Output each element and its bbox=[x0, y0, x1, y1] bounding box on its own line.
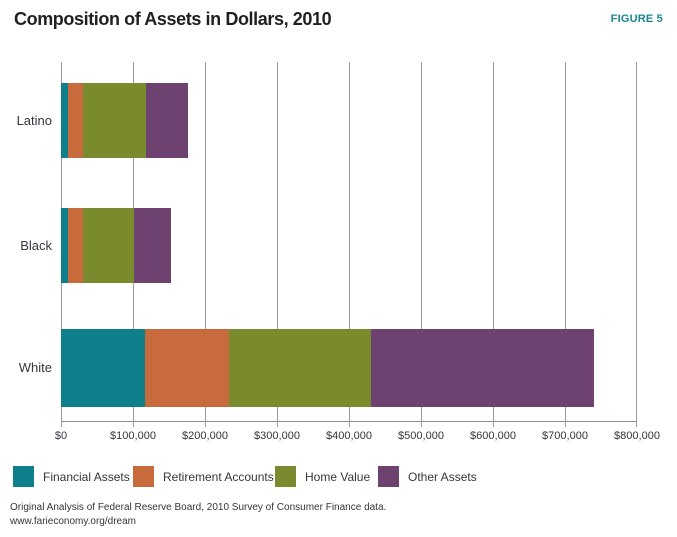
bar-segment-white-other-assets bbox=[371, 329, 594, 407]
source-text: Original Analysis of Federal Reserve Boa… bbox=[10, 502, 387, 513]
legend-label: Financial Assets bbox=[43, 469, 130, 484]
gridline bbox=[205, 62, 206, 427]
gridline bbox=[349, 62, 350, 427]
legend-item-other-assets: Other Assets bbox=[378, 466, 477, 487]
legend-item-home-value: Home Value bbox=[275, 466, 370, 487]
bar-segment-latino-other-assets bbox=[145, 83, 189, 158]
legend-swatch bbox=[133, 466, 154, 487]
bar-segment-white-retirement-accounts bbox=[145, 329, 230, 407]
x-tick-label: $800,000 bbox=[614, 430, 660, 442]
x-tick-label: $500,000 bbox=[398, 430, 444, 442]
bar-latino bbox=[61, 83, 637, 158]
bar-segment-latino-retirement-accounts bbox=[68, 83, 84, 158]
legend-item-retirement-accounts: Retirement Accounts bbox=[133, 466, 274, 487]
legend-swatch bbox=[13, 466, 34, 487]
gridline bbox=[493, 62, 494, 427]
source-note: Original Analysis of Federal Reserve Boa… bbox=[10, 501, 386, 529]
legend-swatch bbox=[275, 466, 296, 487]
x-tick-label: $300,000 bbox=[254, 430, 300, 442]
gridline bbox=[421, 62, 422, 427]
bar-segment-black-other-assets bbox=[133, 208, 172, 283]
chart-title: Composition of Assets in Dollars, 2010 bbox=[14, 9, 332, 29]
bar-segment-black-retirement-accounts bbox=[68, 208, 84, 283]
legend-item-financial-assets: Financial Assets bbox=[13, 466, 130, 487]
bar-segment-black-home-value bbox=[83, 208, 134, 283]
gridline bbox=[636, 62, 637, 427]
x-tick-label: $600,000 bbox=[470, 430, 516, 442]
bar-segment-latino-financial-assets bbox=[61, 83, 69, 158]
bar-segment-black-financial-assets bbox=[61, 208, 69, 283]
y-axis-label-black: Black bbox=[20, 237, 52, 253]
chart-legend: Financial Assets Retirement Accounts Home … bbox=[0, 466, 677, 490]
bar-segment-white-financial-assets bbox=[61, 329, 146, 407]
legend-label: Home Value bbox=[305, 469, 371, 484]
plot-area bbox=[61, 62, 637, 427]
x-tick-label: $100,000 bbox=[110, 430, 156, 442]
x-tick-label: $200,000 bbox=[182, 430, 228, 442]
x-axis-tick-labels: $0 $100,000 $200,000 $300,000 $400,000 $500,0… bbox=[55, 430, 660, 446]
legend-swatch bbox=[378, 466, 399, 487]
source-url: www.farieconomy.org/dream bbox=[10, 516, 136, 527]
x-tick-label: $400,000 bbox=[326, 430, 372, 442]
y-axis-label-white: White bbox=[18, 360, 52, 375]
legend-label: Other Assets bbox=[408, 469, 477, 484]
bar-segment-latino-home-value bbox=[83, 83, 146, 158]
y-axis-label-latino: Latino bbox=[16, 112, 52, 128]
x-tick-label: $0 bbox=[54, 430, 68, 442]
bar-segment-white-home-value bbox=[229, 329, 372, 407]
gridline bbox=[277, 62, 278, 427]
bar-black bbox=[61, 208, 637, 283]
legend-label: Retirement Accounts bbox=[163, 469, 274, 484]
gridline bbox=[565, 62, 566, 427]
x-tick-label: $700,000 bbox=[542, 430, 588, 442]
figure-number-label: FIGURE 5 bbox=[610, 13, 663, 25]
bar-white bbox=[61, 329, 637, 407]
